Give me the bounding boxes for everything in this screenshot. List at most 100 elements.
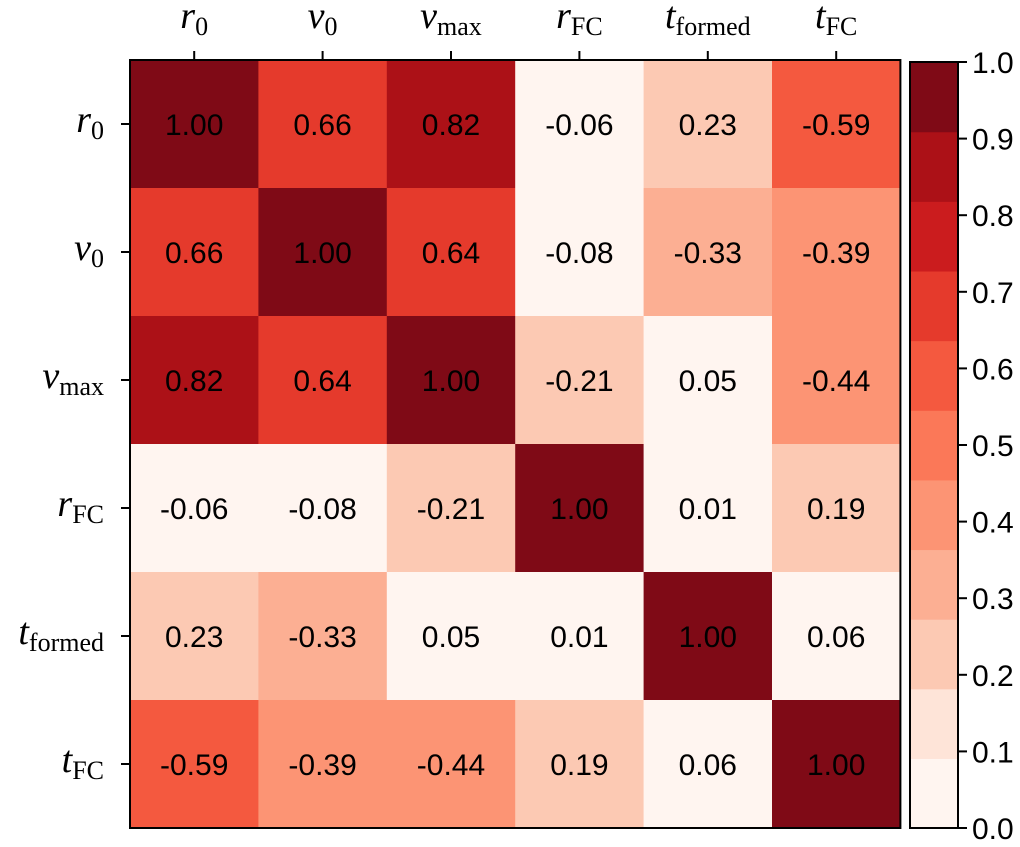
heatmap-cell-r2-c5: [772, 316, 901, 445]
heatmap-cell-r4-c3: [515, 572, 645, 701]
heatmap-cell-r3-c1: [258, 444, 388, 573]
y-tick-label-1: v0: [74, 227, 104, 273]
tick-label-symbol: t: [815, 0, 827, 37]
heatmap-cell-r5-c5: [772, 700, 901, 829]
x-tick-label-5: tFC: [815, 0, 857, 41]
x-tick-label-2: vmax: [420, 0, 482, 41]
tick-label-symbol: t: [18, 611, 30, 653]
cell-value-label: 1.00: [679, 621, 737, 654]
tick-label-symbol: t: [665, 0, 677, 37]
heatmap-cell-r0-c3: [515, 60, 645, 189]
tick-label-symbol: r: [180, 0, 195, 37]
cell-value-label: -0.06: [545, 109, 613, 142]
cell-value-label: 0.06: [679, 749, 737, 782]
colorbar-tick-label: 0.4: [972, 507, 1014, 540]
cell-value-label: -0.59: [160, 749, 228, 782]
tick-label-subscript: max: [59, 372, 104, 401]
cell-value-label: 0.19: [807, 493, 865, 526]
heatmap-frame: [129, 59, 902, 829]
cell-value-label: 1.00: [807, 749, 865, 782]
y-tick-label-3: rFC: [57, 483, 104, 529]
colorbar-segment-3: [910, 549, 958, 620]
heatmap-cell-r3-c5: [772, 444, 901, 573]
heatmap-cell-r1-c2: [386, 188, 516, 317]
heatmap-cell-r0-c4: [643, 60, 773, 189]
cell-value-label: 0.23: [165, 621, 223, 654]
y-tick-label-4: tformed: [18, 611, 104, 657]
tick-label-symbol: v: [420, 0, 437, 37]
heatmap-cell-r3-c3: [515, 444, 645, 573]
colorbar-tick-label: 0.2: [972, 660, 1014, 693]
colorbar-segment-1: [910, 688, 958, 759]
tick-label-symbol: v: [308, 0, 325, 37]
cell-value-label: 1.00: [422, 365, 480, 398]
tick-label-symbol: r: [76, 99, 91, 141]
cell-value-label: -0.06: [160, 493, 228, 526]
y-tick-label-2: vmax: [42, 355, 104, 401]
x-tick-label-4: tformed: [665, 0, 751, 41]
tick-label-subscript: 0: [91, 116, 104, 145]
cell-value-label: 0.66: [293, 109, 351, 142]
tick-label-symbol: t: [62, 739, 74, 781]
colorbar-tick-label: 0.9: [972, 124, 1014, 157]
colorbar-tick-label: 0.1: [972, 736, 1014, 769]
cell-value-label: -0.21: [417, 493, 485, 526]
heatmap-cell-r1-c1: [258, 188, 388, 317]
colorbar-segment-7: [910, 270, 958, 342]
tick-label-symbol: v: [42, 355, 59, 397]
heatmap-cell-r4-c2: [386, 572, 516, 701]
cell-value-label: 0.64: [293, 365, 351, 398]
colorbar-segment-4: [910, 479, 958, 551]
cell-value-label: -0.59: [802, 109, 870, 142]
colorbar-segment-8: [910, 201, 958, 272]
tick-label-subscript: 0: [325, 12, 338, 41]
heatmap-cell-r1-c5: [772, 188, 901, 317]
colorbar-tick-label: 0.6: [972, 353, 1014, 386]
tick-label-symbol: r: [57, 483, 72, 525]
cell-value-label: 0.05: [422, 621, 480, 654]
heatmap-cells: [130, 60, 901, 829]
cell-value-label: -0.39: [802, 237, 870, 270]
tick-label-symbol: v: [74, 227, 91, 269]
tick-label-symbol: r: [556, 0, 571, 37]
heatmap-cell-r3-c2: [386, 444, 516, 573]
cell-value-label: 0.06: [807, 621, 865, 654]
colorbar-tick-label: 0.3: [972, 583, 1014, 616]
colorbar: 0.0 0.1 0.2 0.3 0.4 0.5 0.6 0.7 0.8 0.9 1.0: [909, 47, 1014, 846]
heatmap-cell-r0-c1: [258, 60, 388, 189]
colorbar-tick-label: 0.5: [972, 430, 1014, 463]
heatmap-cell-r1-c0: [130, 188, 259, 317]
cell-value-label: 0.01: [679, 493, 737, 526]
cell-value-label: -0.33: [674, 237, 742, 270]
x-tick-label-3: rFC: [556, 0, 603, 41]
x-tick-label-1: v0: [308, 0, 338, 41]
colorbar-segment-10: [910, 62, 958, 133]
tick-label-subscript: formed: [676, 12, 751, 41]
colorbar-tick-label: 0.0: [972, 813, 1014, 842]
colorbar-segment-2: [910, 619, 958, 690]
heatmap-cell-r2-c4: [643, 316, 773, 445]
heatmap-cell-r3-c0: [130, 444, 259, 573]
cell-value-label: -0.08: [288, 493, 356, 526]
heatmap-cell-r0-c0: [130, 60, 259, 189]
heatmap-cell-r1-c3: [515, 188, 645, 317]
y-tick-label-5: tFC: [62, 739, 104, 785]
cell-value-label: 0.23: [679, 109, 737, 142]
heatmap-cell-labels: 1.00 0.66 0.82 -0.06 0.23 -0.59 0.66 1.00 0.64 -0…: [160, 109, 870, 782]
cell-value-label: -0.44: [417, 749, 485, 782]
cell-value-label: -0.44: [802, 365, 870, 398]
colorbar-tick-label: 0.8: [972, 200, 1014, 233]
cell-value-label: 0.82: [422, 109, 480, 142]
tick-label-subscript: 0: [195, 12, 208, 41]
heatmap-cell-r0-c2: [386, 60, 516, 189]
heatmap-cell-r4-c4: [643, 572, 773, 701]
tick-label-subscript: formed: [29, 628, 104, 657]
heatmap-cell-r2-c2: [386, 316, 516, 445]
x-tick-label-0: r0: [180, 0, 208, 41]
y-tick-label-0: r0: [76, 99, 104, 145]
heatmap-cell-r4-c5: [772, 572, 901, 701]
heatmap-cell-r4-c0: [130, 572, 259, 701]
